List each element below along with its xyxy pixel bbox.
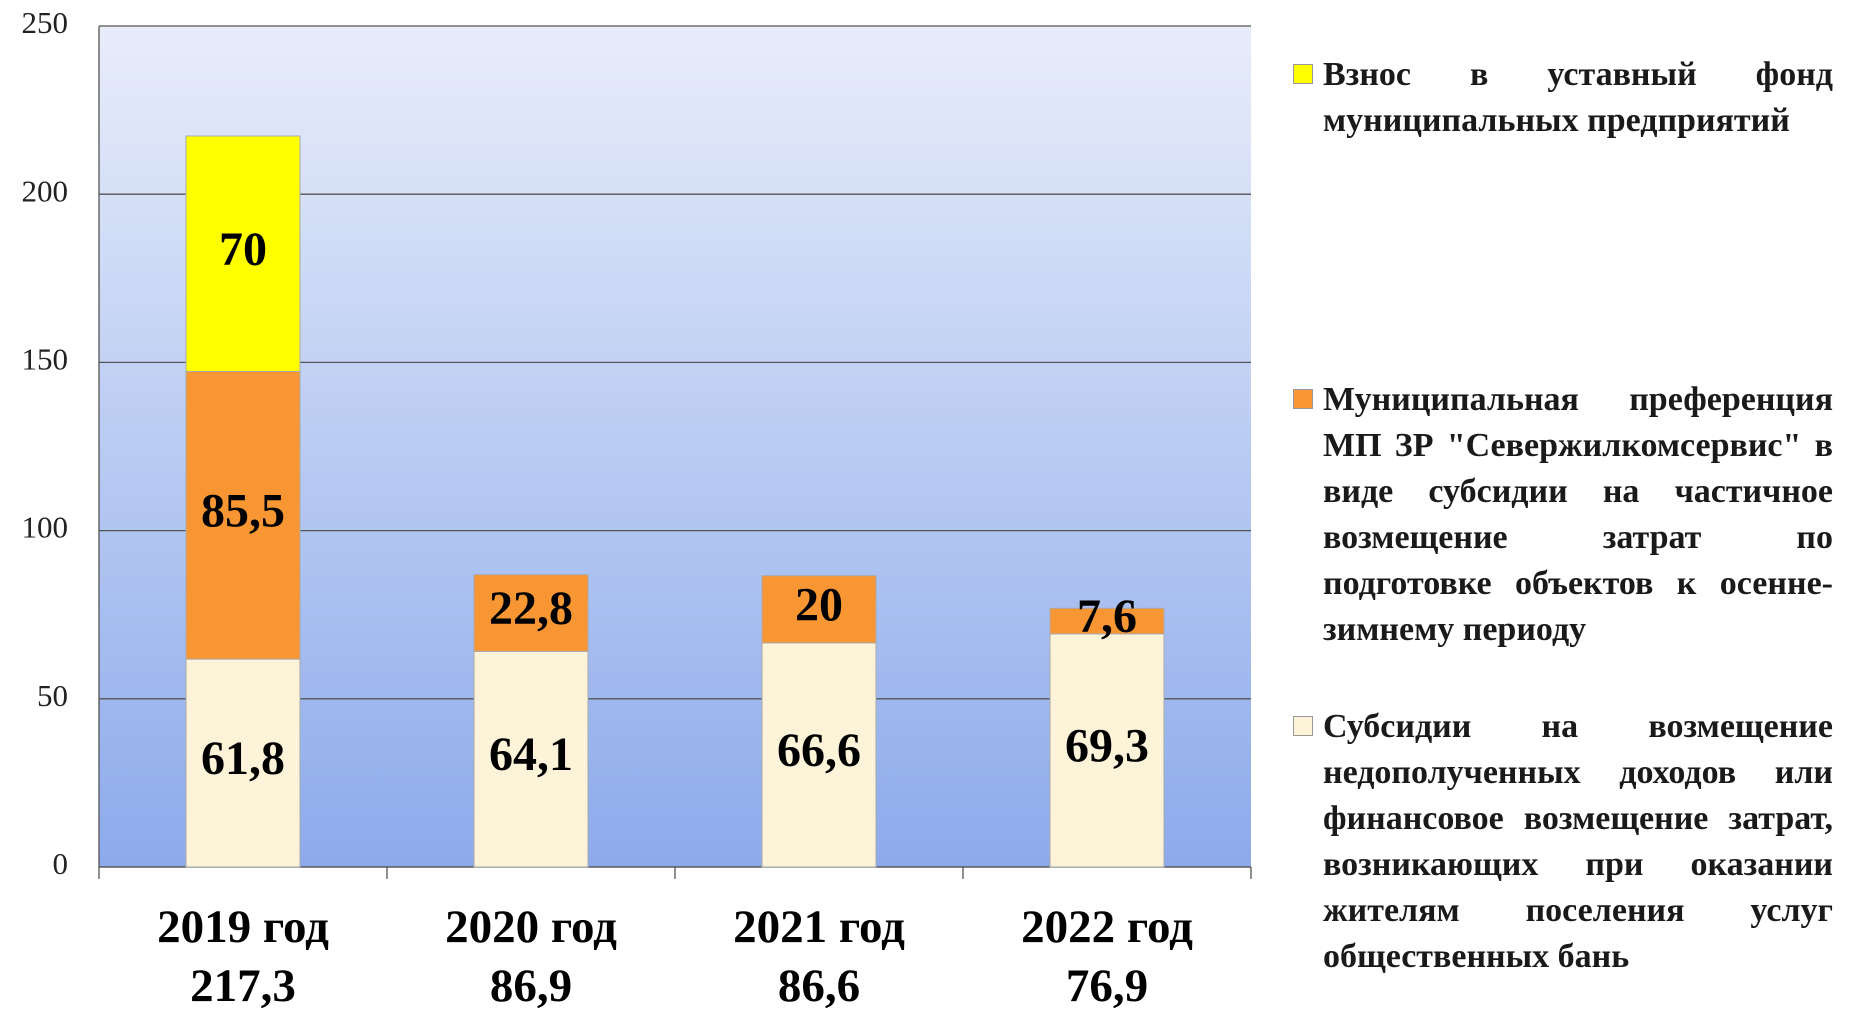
x-tick-label: 2020 год [445,901,617,953]
value-label: 7,6 [1077,590,1137,643]
legend-item: Субсидии на возмещение недополученных до… [1293,704,1833,980]
value-label: 20 [795,578,843,631]
y-tick-label: 250 [22,5,69,40]
legend-item: Взнос в уставный фонд муниципальных пред… [1293,52,1833,144]
bar-segment [473,574,589,652]
legend-swatch [1293,716,1313,736]
value-label: 22,8 [489,582,573,635]
total-label: 76,9 [1066,960,1148,1012]
bar-segment [1049,633,1165,868]
legend-swatch [1293,64,1313,84]
value-label: 85,5 [201,484,285,537]
x-tick-label: 2022 год [1021,901,1193,953]
bar-segment [473,650,589,868]
y-tick-label: 150 [22,342,69,377]
total-label: 86,9 [490,960,572,1012]
bar-segment [185,135,301,372]
legend-item: Муниципальная преференция МП ЗР "Севержи… [1293,377,1833,653]
value-label: 70 [219,223,267,276]
y-tick-label: 50 [37,678,68,713]
value-label: 66,6 [777,724,861,777]
value-label: 69,3 [1065,719,1149,772]
y-tick-label: 100 [22,510,69,545]
x-tick-label: 2019 год [157,901,329,953]
bar-segment [1049,607,1165,635]
legend-label: Субсидии на возмещение недополученных до… [1323,708,1833,975]
legend-label: Муниципальная преференция МП ЗР "Севержи… [1323,381,1833,648]
y-tick-label: 0 [53,846,69,881]
value-label: 61,8 [201,732,285,785]
bar-segment [185,370,301,660]
value-label: 64,1 [489,728,573,781]
x-tick-label: 2021 год [733,901,905,953]
bar-segment [761,642,877,868]
bar-segment [185,658,301,868]
legend-label: Взнос в уставный фонд муниципальных пред… [1323,56,1833,139]
total-label: 217,3 [190,960,296,1012]
legend-swatch [1293,389,1313,409]
y-tick-label: 200 [22,173,69,208]
total-label: 86,6 [778,960,860,1012]
bar-segment [761,575,877,644]
